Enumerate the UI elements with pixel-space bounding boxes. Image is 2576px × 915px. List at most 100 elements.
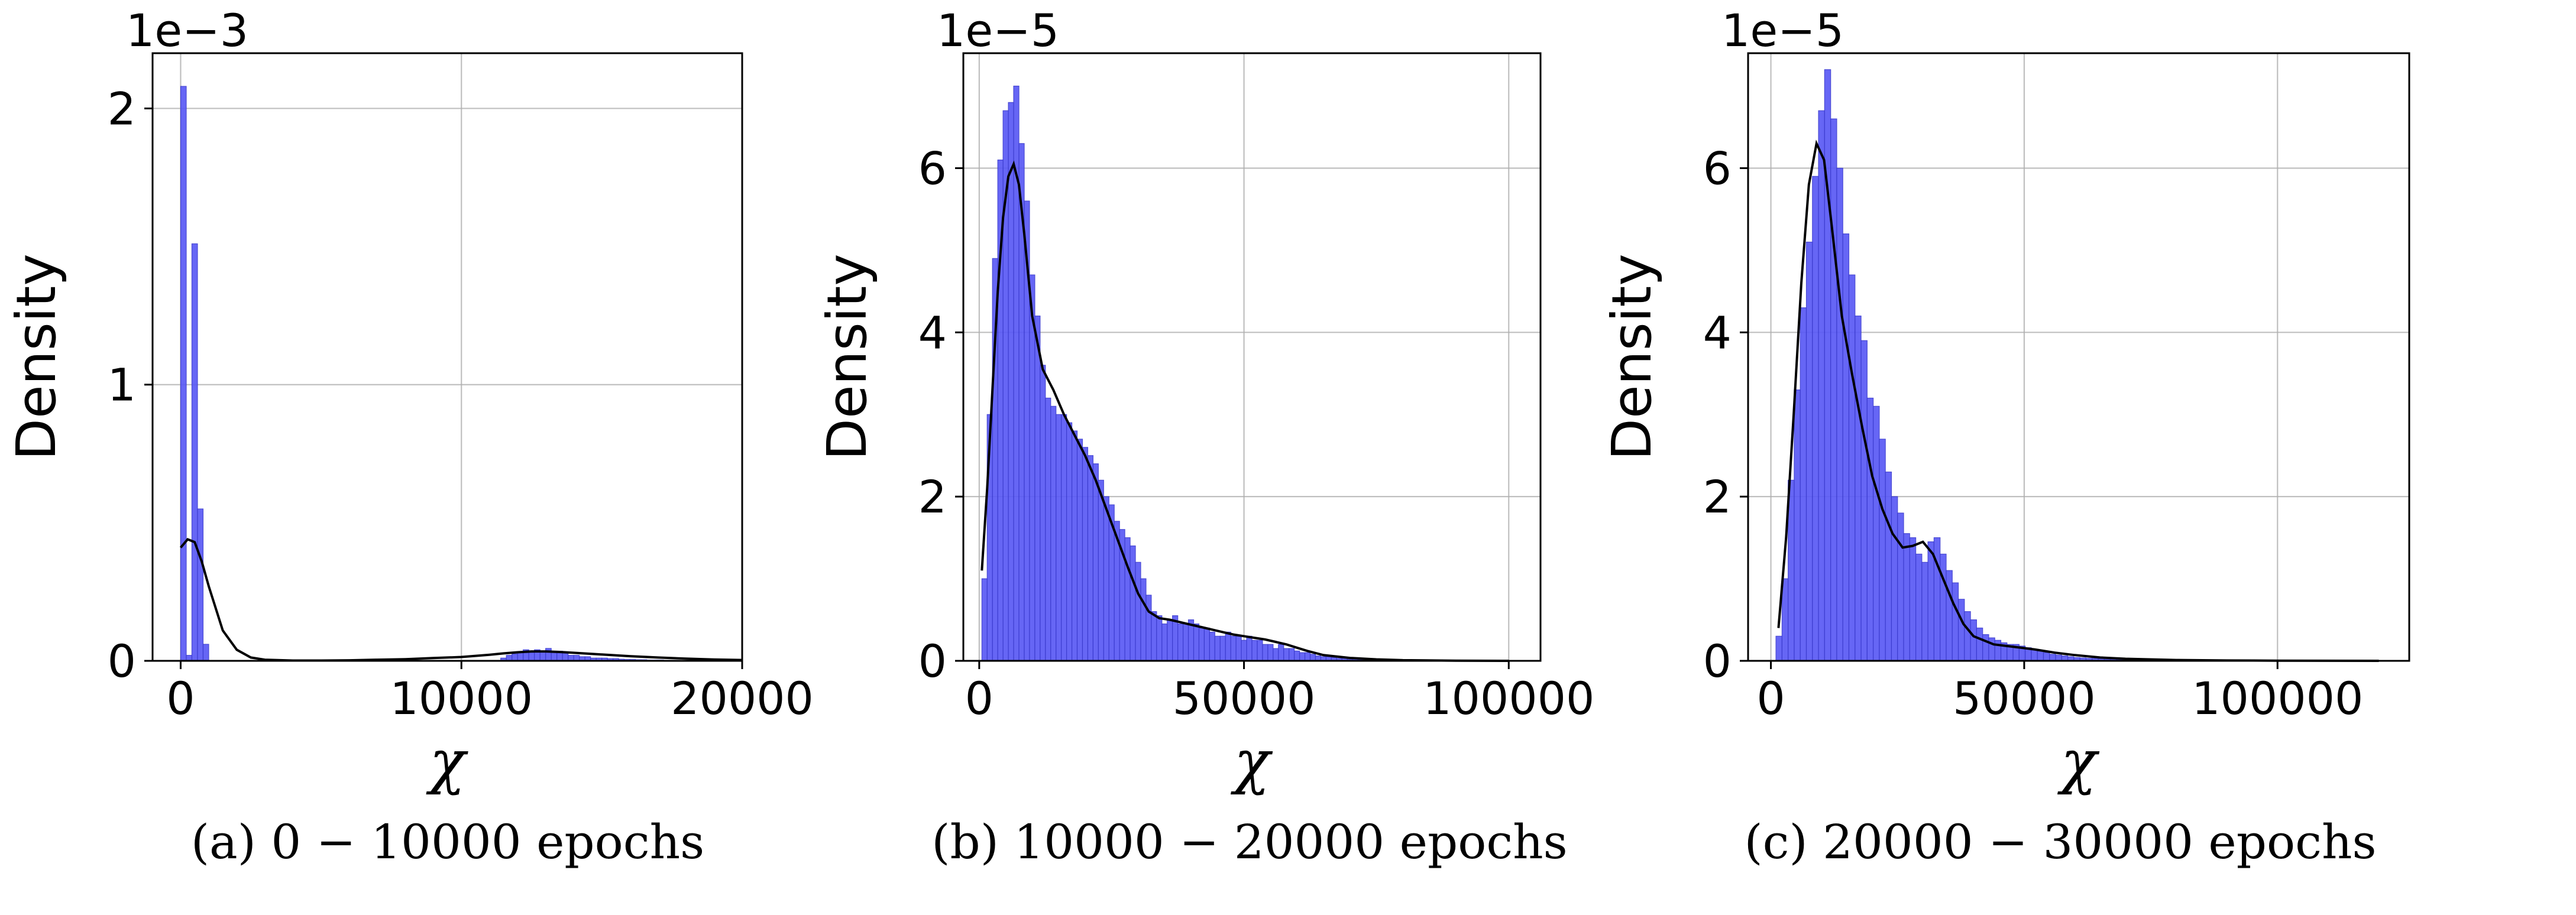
histogram-bar <box>1219 635 1226 661</box>
histogram-bar <box>1161 623 1168 661</box>
histogram-bar <box>1988 637 1995 661</box>
bar-layer <box>1775 69 2373 661</box>
histogram-bar <box>1050 405 1057 661</box>
histogram-bar <box>1299 652 1306 661</box>
histogram-bar <box>1061 414 1067 661</box>
histogram-bar <box>1304 652 1311 661</box>
y-tick-label: 4 <box>1703 306 1732 359</box>
histogram-bar <box>1167 619 1173 661</box>
panel-b: 0 50000 100000 0 2 4 6 1e−5 Density χ (b) 1000… <box>815 4 1594 869</box>
histogram-bar <box>1193 623 1200 661</box>
histogram-bar <box>1177 623 1184 661</box>
histogram-bar <box>1915 553 1923 661</box>
histogram-bar <box>2037 650 2044 661</box>
histogram-bar <box>1135 562 1141 661</box>
plot-frame <box>962 52 1542 662</box>
histogram-bar <box>1909 537 1917 661</box>
histogram-bar <box>1970 619 1977 661</box>
histogram-bar <box>180 86 187 661</box>
histogram-bar <box>1278 644 1284 661</box>
histogram-bar <box>1940 553 1947 661</box>
histogram-bar <box>528 652 535 661</box>
histogram-bar <box>1976 627 1983 661</box>
histogram-bar <box>1794 389 1801 661</box>
histogram-bar <box>1903 533 1910 661</box>
y-axis-label: Density <box>815 254 879 460</box>
kde-layer <box>980 160 1509 662</box>
histogram-bar <box>1848 274 1856 661</box>
histogram-bar <box>1045 397 1051 661</box>
histogram-bar <box>1812 176 1819 661</box>
x-axis-label: χ <box>1231 727 1273 796</box>
y-tick-label: 4 <box>918 306 947 359</box>
histogram-bar <box>1860 340 1868 661</box>
histogram-bar <box>2049 654 2056 661</box>
x-tick-label: 100000 <box>2192 672 2363 725</box>
histogram-bar <box>1842 233 1850 661</box>
histogram-bar <box>1235 635 1242 661</box>
tick-layer: 0 10000 20000 0 1 2 <box>108 82 814 725</box>
histogram-bar <box>1855 315 1862 661</box>
histogram-bar <box>191 243 198 661</box>
histogram-bar <box>1124 537 1131 661</box>
y-offset-label: 1e−3 <box>126 4 248 57</box>
kde-layer <box>1777 139 2379 662</box>
histogram-bar <box>1824 69 1831 661</box>
x-tick-label: 0 <box>965 672 993 725</box>
histogram-bar <box>1056 414 1062 661</box>
histogram-bar <box>1289 648 1295 661</box>
histogram-bar <box>1818 110 1825 661</box>
histogram-bar <box>1273 648 1279 661</box>
x-tick-label: 0 <box>1756 672 1785 725</box>
y-tick-label: 2 <box>918 471 947 523</box>
y-offset-label: 1e−5 <box>937 4 1059 57</box>
x-tick-label: 20000 <box>671 672 814 725</box>
x-tick-label: 10000 <box>390 672 533 725</box>
histogram-bar <box>1182 623 1189 661</box>
histogram-bar <box>2043 652 2050 661</box>
histogram-bar <box>1151 611 1157 661</box>
histogram-bar <box>512 653 518 661</box>
x-tick-label: 50000 <box>1173 672 1316 725</box>
histogram-bar <box>551 652 558 661</box>
histogram-bar <box>1891 496 1898 661</box>
histogram-bar <box>1225 631 1231 661</box>
histogram-bar <box>1781 578 1789 661</box>
plot-frame <box>1747 52 2410 662</box>
kde-curve <box>980 160 1509 662</box>
histogram-bar <box>1927 541 1935 661</box>
histogram-bar <box>1040 365 1046 661</box>
histogram-bar <box>1879 439 1886 661</box>
histogram-bar <box>1214 635 1221 661</box>
histogram-bar <box>1294 650 1300 661</box>
histogram-bar <box>1140 578 1147 661</box>
histogram-bar <box>1262 644 1268 661</box>
histogram-bar <box>1230 635 1237 661</box>
y-tick-label: 2 <box>108 82 136 135</box>
histogram-bar <box>1836 167 1843 661</box>
histogram-bar <box>981 578 988 661</box>
tick-layer: 0 50000 100000 0 2 4 6 <box>918 142 1595 725</box>
histogram-bar <box>1246 635 1253 661</box>
histogram-bar <box>1034 315 1041 661</box>
histogram-bar <box>1775 635 1782 661</box>
histogram-bar <box>1082 447 1089 661</box>
histogram-bar <box>1241 640 1247 661</box>
y-axis-label: Density <box>5 254 68 460</box>
histogram-bar <box>1071 430 1078 661</box>
kde-curve <box>1777 139 2379 662</box>
y-tick-label: 1 <box>108 359 136 411</box>
histogram-bar <box>197 508 204 661</box>
histogram-bar <box>1982 634 1989 661</box>
panel-c: 0 50000 100000 0 2 4 6 1e−5 Density χ (c) 2000… <box>1600 4 2410 869</box>
histogram-bar <box>1198 627 1205 661</box>
histogram-bar <box>1283 648 1290 661</box>
x-tick-label: 100000 <box>1423 672 1594 725</box>
histogram-bar <box>1092 463 1099 661</box>
panel-a: 0 10000 20000 0 1 2 1e−3 Density χ (a) 0 − 10… <box>5 4 814 869</box>
histogram-bar <box>1008 102 1014 661</box>
y-tick-label: 0 <box>918 635 947 687</box>
panel-caption: (b) 10000 − 20000 epochs <box>931 815 1567 869</box>
x-tick-label: 50000 <box>1953 672 2096 725</box>
panel-caption: (a) 0 − 10000 epochs <box>191 815 704 869</box>
